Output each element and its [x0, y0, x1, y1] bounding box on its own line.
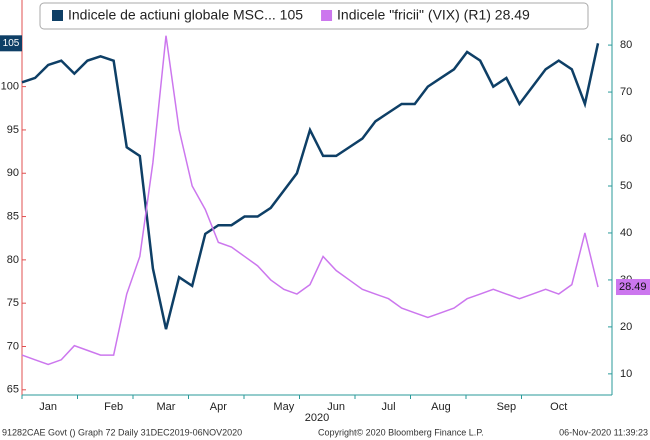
- legend-box: [39, 2, 589, 30]
- footer-text: 91282CAE Govt () Graph 72 Daily 31DEC201…: [2, 427, 242, 437]
- value-flag: [616, 279, 650, 296]
- value-flag: [0, 35, 22, 52]
- footer-text: 06-Nov-2020 11:39:23: [559, 427, 648, 437]
- x-tick-label: Jan: [39, 401, 57, 413]
- legend-label: Indicele "fricii" (VIX) (R1) 28.49: [337, 7, 530, 23]
- x-tick-label: Mar: [157, 401, 176, 413]
- x-tick-label: May: [273, 401, 294, 413]
- legend-swatch: [321, 10, 333, 21]
- y-tick-label: 95: [7, 124, 19, 136]
- y-tick-label: 80: [7, 254, 19, 266]
- x-axis-label: 2020: [305, 412, 329, 424]
- y2-tick-label: 50: [620, 180, 632, 192]
- x-tick-label: Jun: [327, 401, 345, 413]
- y2-tick-label: 40: [620, 227, 632, 239]
- series-line: [21, 43, 600, 330]
- legend-swatch: [52, 10, 63, 21]
- x-tick-label: Apr: [210, 401, 227, 413]
- x-tick-label: Feb: [104, 401, 123, 413]
- x-tick-label: Sep: [497, 401, 517, 413]
- x-tick-label: Jul: [382, 401, 396, 413]
- series-line: [21, 35, 599, 366]
- x-tick-label: Oct: [550, 401, 567, 413]
- legend-label: Indicele de actiuni globale MSC... 105: [68, 7, 303, 23]
- footer-text: Copyright© 2020 Bloomberg Finance L.P.: [318, 427, 484, 437]
- y-tick-label: 100: [1, 81, 19, 93]
- y-tick-label: 85: [7, 210, 19, 222]
- y2-tick-label: 60: [620, 133, 632, 145]
- y2-tick-label: 20: [620, 321, 632, 333]
- value-flag-label: 105: [3, 38, 20, 49]
- y-tick-label: 90: [7, 167, 19, 179]
- y-tick-label: 70: [7, 340, 19, 352]
- y2-tick-label: 70: [620, 86, 632, 98]
- x-tick-label: Aug: [431, 401, 451, 413]
- y-tick-label: 75: [7, 297, 19, 309]
- value-flag-label: 28.49: [619, 281, 647, 293]
- y2-tick-label: 80: [620, 39, 632, 51]
- y-tick-label: 65: [7, 384, 19, 396]
- y2-tick-label: 10: [620, 368, 632, 380]
